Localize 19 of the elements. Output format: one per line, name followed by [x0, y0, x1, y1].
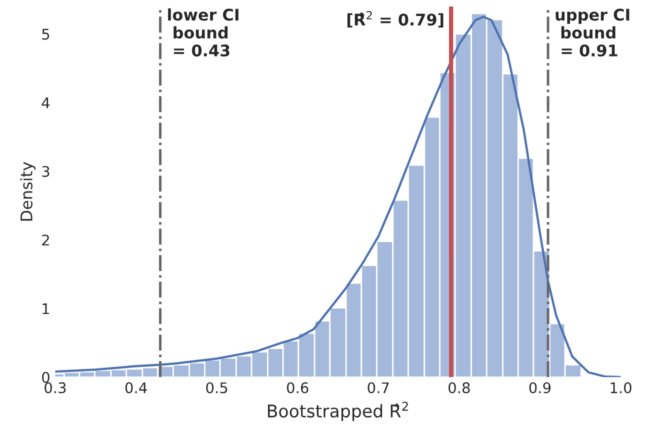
x-tick-label: 0.8 — [448, 382, 470, 394]
ref-line-label: lower CI bound = 0.43 — [168, 8, 238, 57]
y-tick-label: 2 — [42, 234, 49, 246]
y-tick-label: 5 — [42, 28, 50, 40]
y-tick-label: 4 — [42, 98, 50, 108]
y-axis-title: Density — [20, 162, 36, 221]
x-axis-title: Bootstrapped R̂$^{2}$ — [268, 402, 408, 421]
y-tick-label: 1 — [42, 303, 50, 314]
x-tick-label: 0.7 — [368, 382, 389, 394]
x-tick-label: 0.3 — [44, 382, 66, 394]
x-tick-label: 1.0 — [610, 382, 632, 394]
y-tick-label: 0 — [42, 372, 50, 383]
x-tick-label: 0.5 — [206, 382, 228, 394]
x-tick-label: 0.6 — [286, 382, 308, 394]
x-tick-label: 0.4 — [125, 382, 147, 394]
ref-line-label: [R̂$^{2}$ = 0.79] — [347, 11, 444, 28]
y-tick-label: 3 — [42, 166, 50, 177]
x-tick-label: 0.9 — [529, 382, 551, 394]
ref-line-label: upper CI bound = 0.91 — [556, 8, 630, 57]
